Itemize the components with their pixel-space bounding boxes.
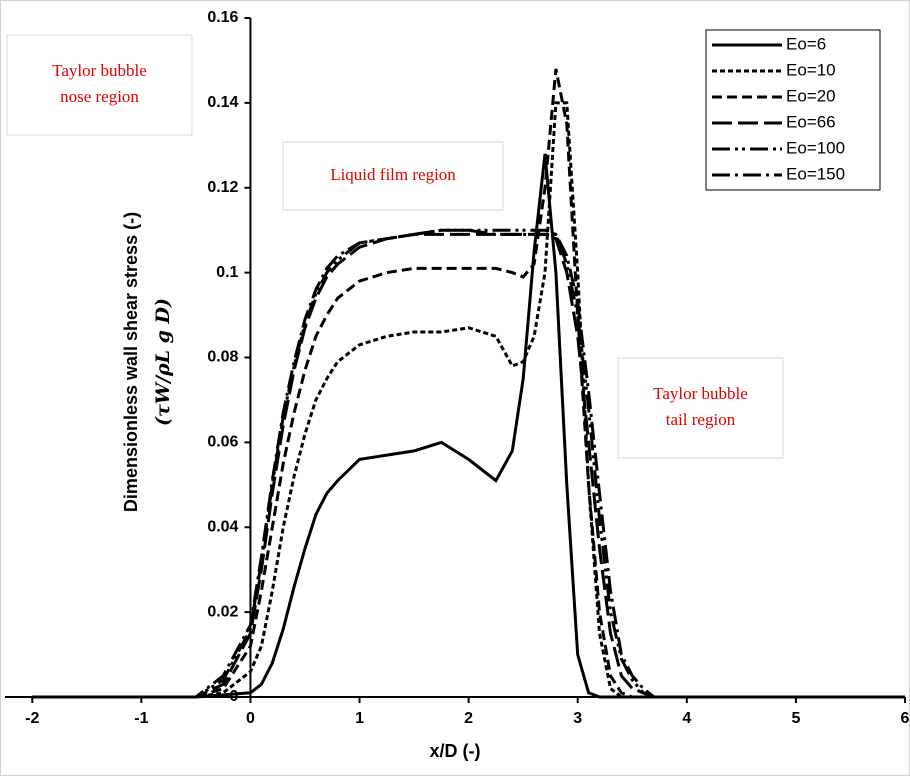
x-tick-label: 2: [464, 710, 473, 727]
y-axis-formula: (τW/ρL g D): [152, 298, 174, 426]
annotation-box: [6, 34, 193, 136]
y-tick-label: 0.1: [216, 264, 238, 281]
y-tick-label: 0: [230, 688, 239, 705]
y-tick-label: 0.16: [207, 9, 238, 26]
y-tick-label: 0.14: [207, 94, 238, 111]
x-tick-label: -1: [134, 710, 148, 727]
x-tick-label: 4: [682, 710, 691, 727]
data-line: [32, 153, 905, 699]
y-tick-label: 0.08: [207, 349, 238, 366]
annotation-box: [282, 141, 504, 211]
x-tick-label: 5: [791, 710, 800, 727]
annotation-box: [617, 357, 784, 459]
y-tick-label: 0.02: [207, 603, 238, 620]
annotation-text: tail region: [666, 410, 736, 429]
legend-box: [705, 29, 881, 191]
data-line: [32, 68, 905, 699]
y-tick-label: 0.06: [207, 434, 238, 451]
data-line: [32, 232, 905, 699]
annotation-text: Taylor bubble: [653, 384, 748, 403]
y-tick-label: 0.12: [207, 179, 238, 196]
annotation-text: nose region: [60, 87, 139, 106]
annotation-text: Liquid film region: [330, 165, 456, 184]
legend-label: Eo=150: [786, 164, 845, 183]
data-line: [32, 228, 905, 699]
legend-label: Eo=20: [786, 86, 836, 105]
legend-label: Eo=6: [786, 34, 826, 53]
x-tick-label: 6: [901, 710, 910, 727]
legend-label: Eo=66: [786, 112, 836, 131]
y-axis-label: Dimensionless wall shear stress (-): [121, 212, 141, 512]
x-axis-label: x/D (-): [430, 741, 481, 761]
x-tick-label: -2: [25, 710, 39, 727]
x-tick-label: 3: [573, 710, 582, 727]
x-tick-label: 1: [355, 710, 364, 727]
annotation-text: Taylor bubble: [52, 61, 147, 80]
legend-label: Eo=10: [786, 60, 836, 79]
legend-label: Eo=100: [786, 138, 845, 157]
data-line: [32, 101, 905, 699]
x-tick-label: 0: [246, 710, 255, 727]
y-tick-label: 0.04: [207, 518, 238, 535]
